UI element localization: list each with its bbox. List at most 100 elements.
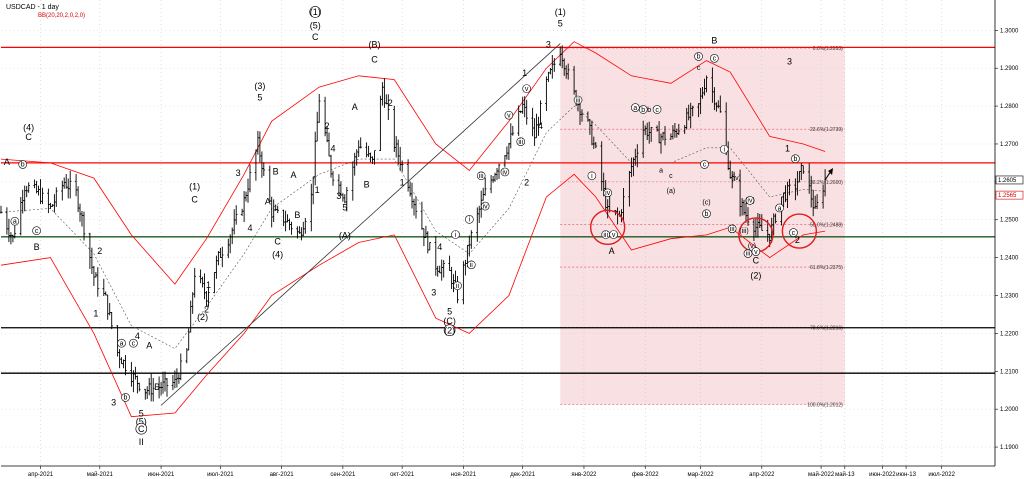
wave-label: (c) [702,200,710,207]
y-tick-label: 1.2300 [1000,294,1019,300]
wave-label: A [4,157,10,167]
x-tick-label: янв-2022 [571,472,597,478]
price-candles [0,45,827,402]
wave-label: 2 [388,98,393,108]
wave-label: (3) [254,81,265,91]
y-tick-label: 1.2900 [1000,66,1019,72]
wave-label-circle [309,6,322,18]
wave-label: 4 [538,121,543,131]
wave-label: i [591,173,593,180]
wave-label-circle [789,228,798,237]
wave-label: B [273,166,279,176]
wave-label-circle [702,209,711,218]
wave-label: 1 [93,308,98,318]
x-tick-label: окт-2021 [390,472,415,478]
wave-label: B [154,382,160,392]
wave-label: c [713,56,717,63]
highlight-circle [781,213,818,249]
wave-label: (B) [368,39,380,49]
wave-label: (5) [310,20,321,30]
bollinger-middle [0,105,826,349]
wave-label: iii [603,232,608,239]
wave-label: iv [483,203,489,210]
wave-label-circle [719,144,729,154]
wave-label: (iv) [731,175,741,182]
wave-label-circle [631,103,640,112]
wave-label: 5 [342,202,347,212]
y-tick-label: 1.2400 [1000,256,1019,262]
wave-label: C [191,195,198,205]
wave-label: v [525,86,529,93]
wave-label-circle [573,95,583,105]
wave-label-circle [10,216,20,226]
wave-label: 2 [97,246,102,256]
wave-label-circle [18,160,28,169]
current-price-box [995,175,1024,185]
wave-label: b [793,156,797,163]
wave-label: 5 [257,92,262,102]
wave-label: C [274,236,281,246]
y-tick-label: 1.3000 [1000,28,1019,34]
wave-label: 3 [111,397,116,407]
wave-label: 3 [236,168,241,178]
wave-label: (5) [136,416,147,426]
wave-label-circle [121,393,130,402]
wave-label: 5 [139,409,144,419]
wave-label: iii [479,173,484,180]
x-tick-label: апр-2021 [28,472,54,478]
projection-arrowhead [828,167,834,175]
x-tick-label: мар-2022 [687,472,714,478]
x-tick-label: май-13 [835,471,855,478]
wave-label: 5 [558,19,563,29]
wave-label: c [697,65,701,72]
x-tick-label: июл-2021 [207,472,234,478]
fib-level-label: 23.6%(1.2739) [810,127,843,133]
wave-label-circle [694,52,703,61]
wave-label: C [25,132,32,142]
wave-label-circle [480,201,490,211]
wave-label: C [138,424,145,434]
wave-label: iii [518,139,523,146]
fib-level-label: 0.0%(1.2953) [813,46,843,52]
highlight-circle [589,209,626,246]
wave-label-circle [453,281,462,290]
y-tick-label: 1.2700 [1000,142,1019,148]
wave-label: 2 [325,121,330,131]
wave-label: (A) [339,231,351,241]
wave-label: iii [730,226,735,233]
wave-label: (iv) [745,198,755,205]
wave-label: C [312,32,319,42]
indicator-label: BB(20,20,2,0,2,0) [38,13,85,19]
wave-label-circle [500,167,510,177]
wave-label-circle [775,203,784,213]
trendline-line [160,43,561,406]
wave-label: c [669,173,673,180]
wave-label: (a) [667,188,676,195]
wave-label: B [34,242,40,252]
wave-label-circle [601,230,610,239]
wave-label: (4) [23,123,34,133]
wave-label: C [371,55,378,65]
wave-label: B [711,36,717,46]
wave-label: b [641,107,645,114]
bollinger-upper [0,41,826,285]
wave-label: i [455,232,457,239]
wave-label-circle [522,84,531,93]
wave-label: i [723,147,725,154]
wave-label: a [13,219,17,226]
wave-label: 2 [204,305,209,315]
wave-label: c [703,162,707,169]
fib-level-label: 100.0%(1.2012) [807,403,843,409]
wave-label-circle [465,215,474,224]
wave-label: 2 [795,235,800,245]
x-tick-label: июн-2021 [148,472,175,478]
fib-zone-fill [560,48,845,405]
x-tick-label: май-2021 [87,471,114,478]
current-price-label: 1.2605 [998,178,1017,184]
wave-label: 1 [400,178,405,188]
wave-label: 1 [785,144,790,154]
